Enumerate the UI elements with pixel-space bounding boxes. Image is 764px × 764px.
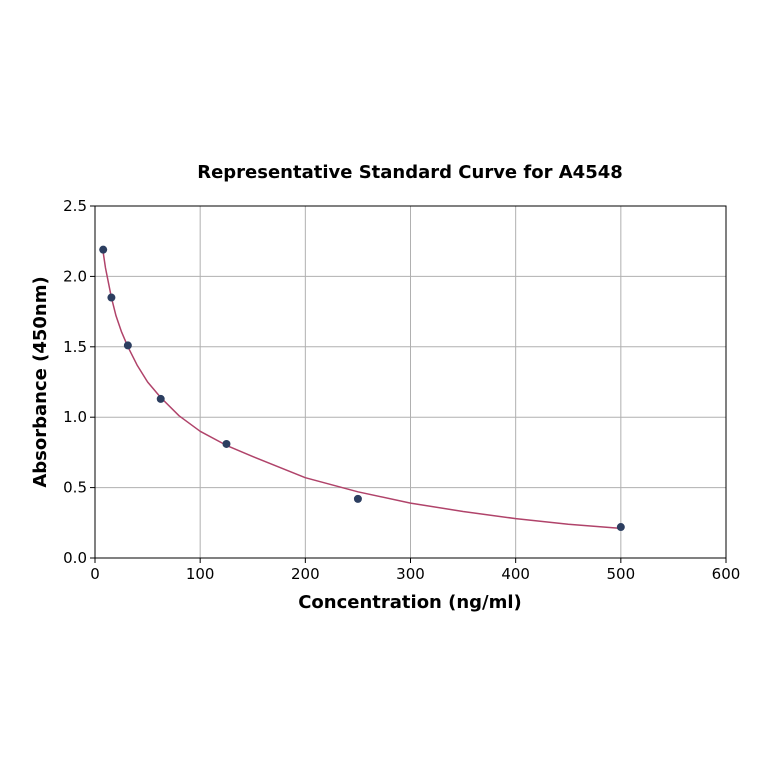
x-tick-label: 200 — [291, 565, 320, 583]
y-axis-title: Absorbance (450nm) — [30, 276, 51, 487]
axis-ticks: 0 100 200 300 400 500 600 0.0 0.5 1.0 1.5 2.0 2.5 — [63, 197, 740, 583]
data-point — [123, 341, 132, 350]
fitted-curve — [102, 252, 621, 530]
x-tick-label: 500 — [607, 565, 636, 583]
chart-title: Representative Standard Curve for A4548 — [197, 162, 623, 183]
data-point — [222, 439, 231, 448]
y-tick-label: 1.0 — [63, 408, 87, 426]
x-tick-label: 0 — [90, 565, 100, 583]
x-tick-label: 600 — [712, 565, 741, 583]
data-point — [353, 494, 362, 503]
x-tick-label: 300 — [396, 565, 425, 583]
grid — [94, 205, 727, 559]
data-point — [616, 523, 625, 532]
y-tick-label: 1.5 — [63, 338, 87, 356]
data-point — [156, 394, 165, 403]
y-tick-label: 2.0 — [63, 267, 87, 285]
y-tick-label: 0.0 — [63, 549, 87, 567]
data-point — [107, 293, 116, 302]
x-axis-title: Concentration (ng/ml) — [298, 592, 522, 613]
y-tick-label: 2.5 — [63, 197, 87, 215]
data-points — [99, 245, 625, 532]
y-tick-label: 0.5 — [63, 479, 87, 497]
x-tick-label: 100 — [186, 565, 215, 583]
x-tick-label: 400 — [501, 565, 530, 583]
fitted-curve-line — [102, 252, 621, 530]
data-point — [99, 245, 108, 254]
